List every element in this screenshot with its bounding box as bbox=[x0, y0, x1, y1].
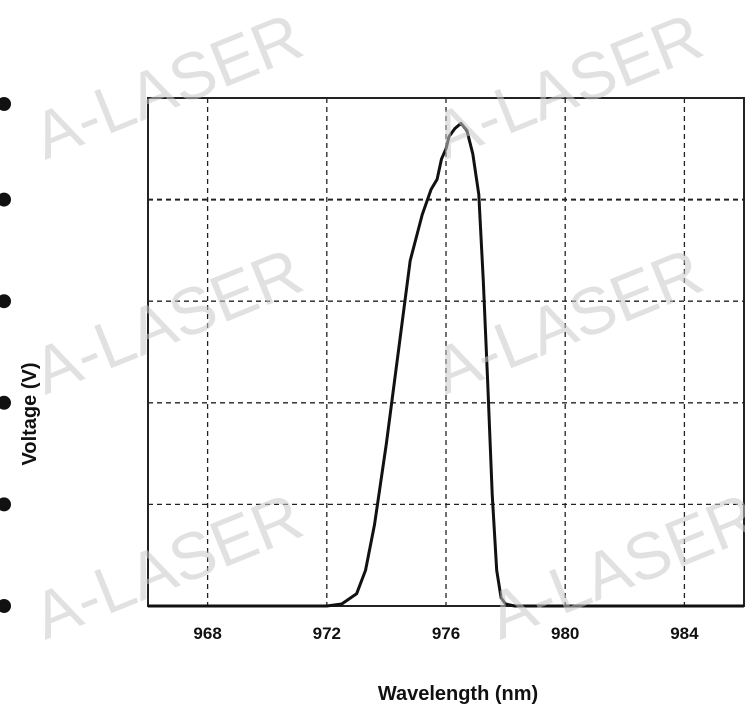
y-tick-mark bbox=[0, 395, 11, 410]
y-tick-mark bbox=[0, 192, 11, 207]
watermark-text: A-LASER bbox=[423, 234, 713, 408]
watermark-text: A-LASER bbox=[423, 0, 713, 173]
y-tick-marks bbox=[0, 97, 11, 613]
y-tick-mark bbox=[0, 294, 11, 309]
series-line bbox=[148, 121, 744, 608]
x-tick-label: 972 bbox=[313, 624, 341, 643]
x-tick-label: 976 bbox=[432, 624, 460, 643]
grid-lines bbox=[148, 98, 744, 606]
x-axis-label: Wavelength (nm) bbox=[378, 683, 538, 705]
watermark-text: A-LASER bbox=[23, 234, 313, 408]
watermark-text: A-LASER bbox=[23, 0, 313, 173]
y-tick-mark bbox=[0, 599, 11, 613]
x-tick-label: 968 bbox=[193, 624, 221, 643]
y-tick-mark bbox=[0, 97, 11, 111]
x-tick-labels: 968 972 976 980 984 bbox=[193, 624, 699, 643]
y-axis-label: Voltage (V) bbox=[19, 363, 41, 466]
y-tick-mark bbox=[0, 497, 11, 512]
x-tick-label: 980 bbox=[551, 624, 579, 643]
x-tick-label: 984 bbox=[670, 624, 699, 643]
plot-frame bbox=[147, 97, 745, 607]
